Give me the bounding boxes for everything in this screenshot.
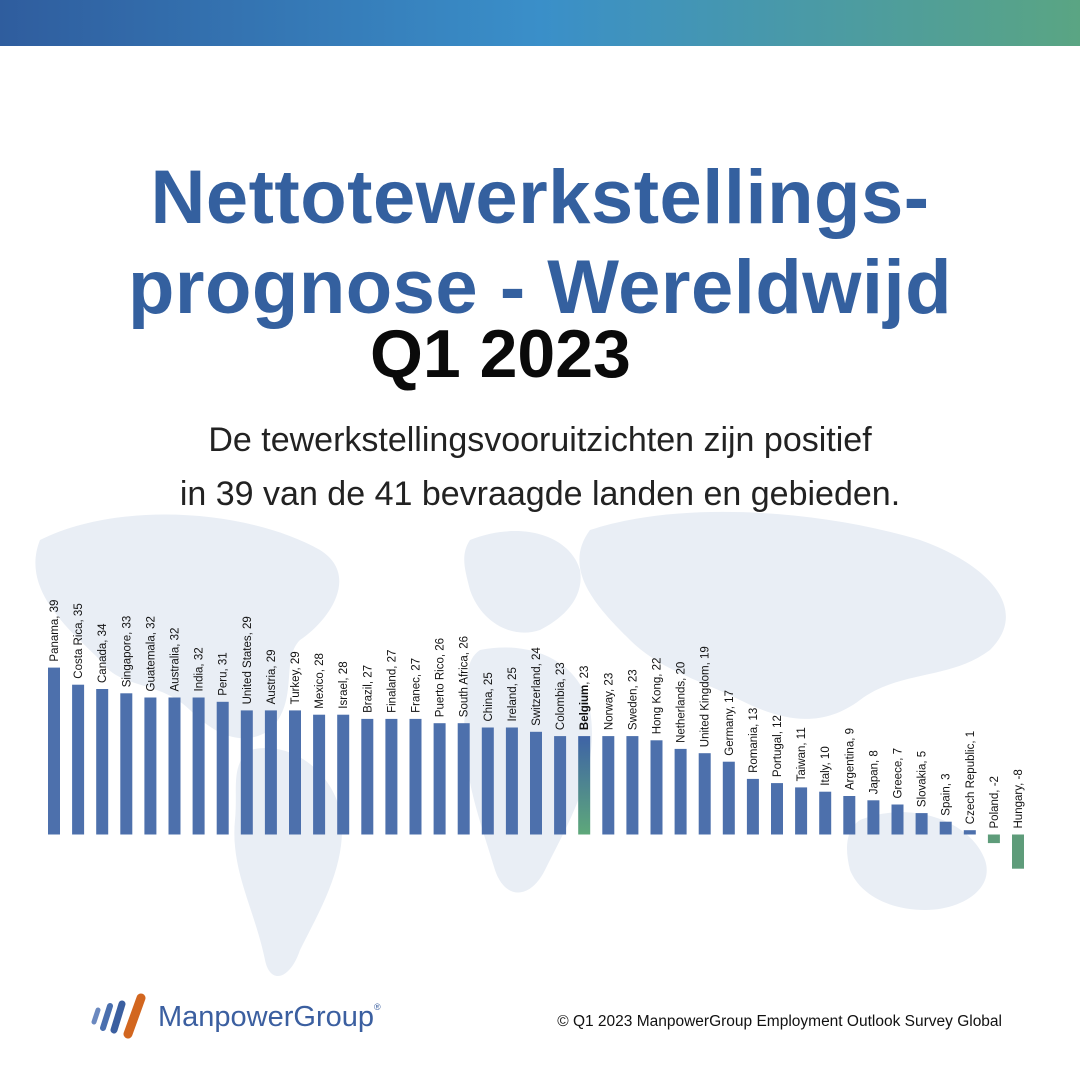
bar-label: Australia, 32 (170, 628, 182, 692)
bar-label: Puerto Rico, 26 (435, 638, 447, 717)
bar (72, 684, 85, 835)
bar-label: Greece, 7 (893, 748, 905, 799)
bar (240, 710, 253, 835)
bar (337, 714, 350, 835)
logo-wordmark: ManpowerGroup® (158, 1003, 381, 1032)
manpowergroup-logo (91, 993, 146, 1039)
bar-label: Hong Kong, 22 (652, 658, 664, 735)
bar-label: Peru, 31 (218, 652, 230, 695)
bar (264, 710, 277, 835)
bar-label: Finaland, 27 (386, 650, 398, 713)
bar-label: Mexico, 28 (314, 653, 326, 709)
bar-label: Taiwan, 11 (796, 727, 808, 781)
bar-label: Argentina, 9 (844, 728, 856, 790)
bar (457, 723, 470, 835)
bar (795, 787, 808, 835)
bar-label: Slovakia, 5 (917, 751, 929, 807)
bar-label: Franec, 27 (411, 658, 423, 713)
bar-label: Ireland, 25 (507, 667, 519, 721)
bar (819, 791, 832, 835)
bar-label: Costa Rica, 35 (73, 603, 85, 678)
title-year: Q1 2023 (370, 316, 631, 392)
bar (915, 813, 928, 835)
bar (650, 740, 663, 835)
bar (168, 697, 181, 835)
bar (987, 834, 1000, 844)
registered-mark: ® (374, 1002, 381, 1012)
bar (674, 748, 687, 835)
bar-label: Singapore, 33 (121, 616, 133, 688)
bar (409, 718, 422, 835)
bar (867, 800, 880, 835)
subtitle-line-2: in 39 van de 41 bevraagde landen en gebi… (179, 475, 901, 513)
bar-label: Germany, 17 (724, 690, 736, 756)
bar (722, 761, 735, 835)
bar (385, 718, 398, 835)
bar-label: Romania, 13 (748, 708, 760, 773)
bar (144, 697, 157, 835)
bar-label: Portugal, 12 (772, 715, 784, 777)
bar (96, 689, 109, 835)
bar (843, 796, 856, 835)
bar (578, 736, 591, 835)
bar (120, 693, 133, 835)
bar (313, 714, 326, 835)
title-line-1: Nettotewerkstellings- (150, 155, 930, 240)
bar (698, 753, 711, 835)
bar-label: Panama, 39 (49, 600, 61, 662)
bar-label: Hungary, -8 (1013, 769, 1025, 828)
bar (1012, 834, 1024, 869)
bar-label: Italy, 10 (820, 746, 832, 785)
bar-label: United States, 29 (242, 616, 254, 704)
bar-label: India, 32 (194, 647, 206, 691)
bar (289, 710, 301, 835)
bar-label: United Kingdom, 19 (700, 646, 712, 747)
bar-label: Switzerland, 24 (531, 647, 543, 726)
bar-label: Norway, 23 (603, 673, 615, 730)
bar-label: Belgium, 23 (579, 666, 591, 731)
bar (48, 667, 60, 835)
bar (626, 736, 639, 835)
bar (771, 783, 783, 835)
bar (433, 723, 446, 835)
bar-label: Guatemala, 32 (145, 616, 157, 691)
bar-label: Austria, 29 (266, 649, 278, 704)
title-line-2: prognose - Wereldwijd (127, 245, 953, 330)
bar (554, 736, 567, 835)
bar-label: Brazil, 27 (362, 665, 374, 713)
bar (530, 731, 542, 835)
bar-label: Turkey, 29 (290, 651, 302, 704)
bar (505, 727, 518, 835)
bar-label: Sweden, 23 (627, 669, 639, 730)
bar-label: Israel, 28 (338, 661, 350, 708)
bar-label: Netherlands, 20 (676, 662, 688, 743)
top-gradient-bar (0, 0, 1080, 46)
bar (891, 804, 904, 835)
bar (481, 727, 494, 835)
bar (216, 701, 229, 835)
subtitle-line-1: De tewerkstellingsvooruitzichten zijn po… (208, 421, 872, 459)
logo-text: ManpowerGroup (158, 1001, 374, 1033)
bar (192, 697, 205, 835)
bar (361, 718, 374, 835)
bar (963, 830, 976, 835)
bar-chart: Panama, 39 Costa Rica, 35 Canada, 34 Singap… (48, 600, 1025, 869)
bar-label: Czech Republic, 1 (965, 731, 977, 824)
bar-label: South Africa, 26 (459, 636, 471, 717)
bar (602, 736, 615, 835)
bar (746, 778, 759, 835)
bar-label: Japan, 8 (868, 750, 880, 794)
bar-label: China, 25 (483, 672, 495, 721)
bar-label: Colombia, 23 (555, 662, 567, 730)
bar-label: Canada, 34 (97, 623, 109, 683)
copyright-note: © Q1 2023 ManpowerGroup Employment Outlo… (557, 1013, 1002, 1030)
bar-label: Poland, -2 (989, 776, 1001, 828)
bar-label: Spain, 3 (941, 773, 953, 815)
bar (939, 821, 952, 835)
